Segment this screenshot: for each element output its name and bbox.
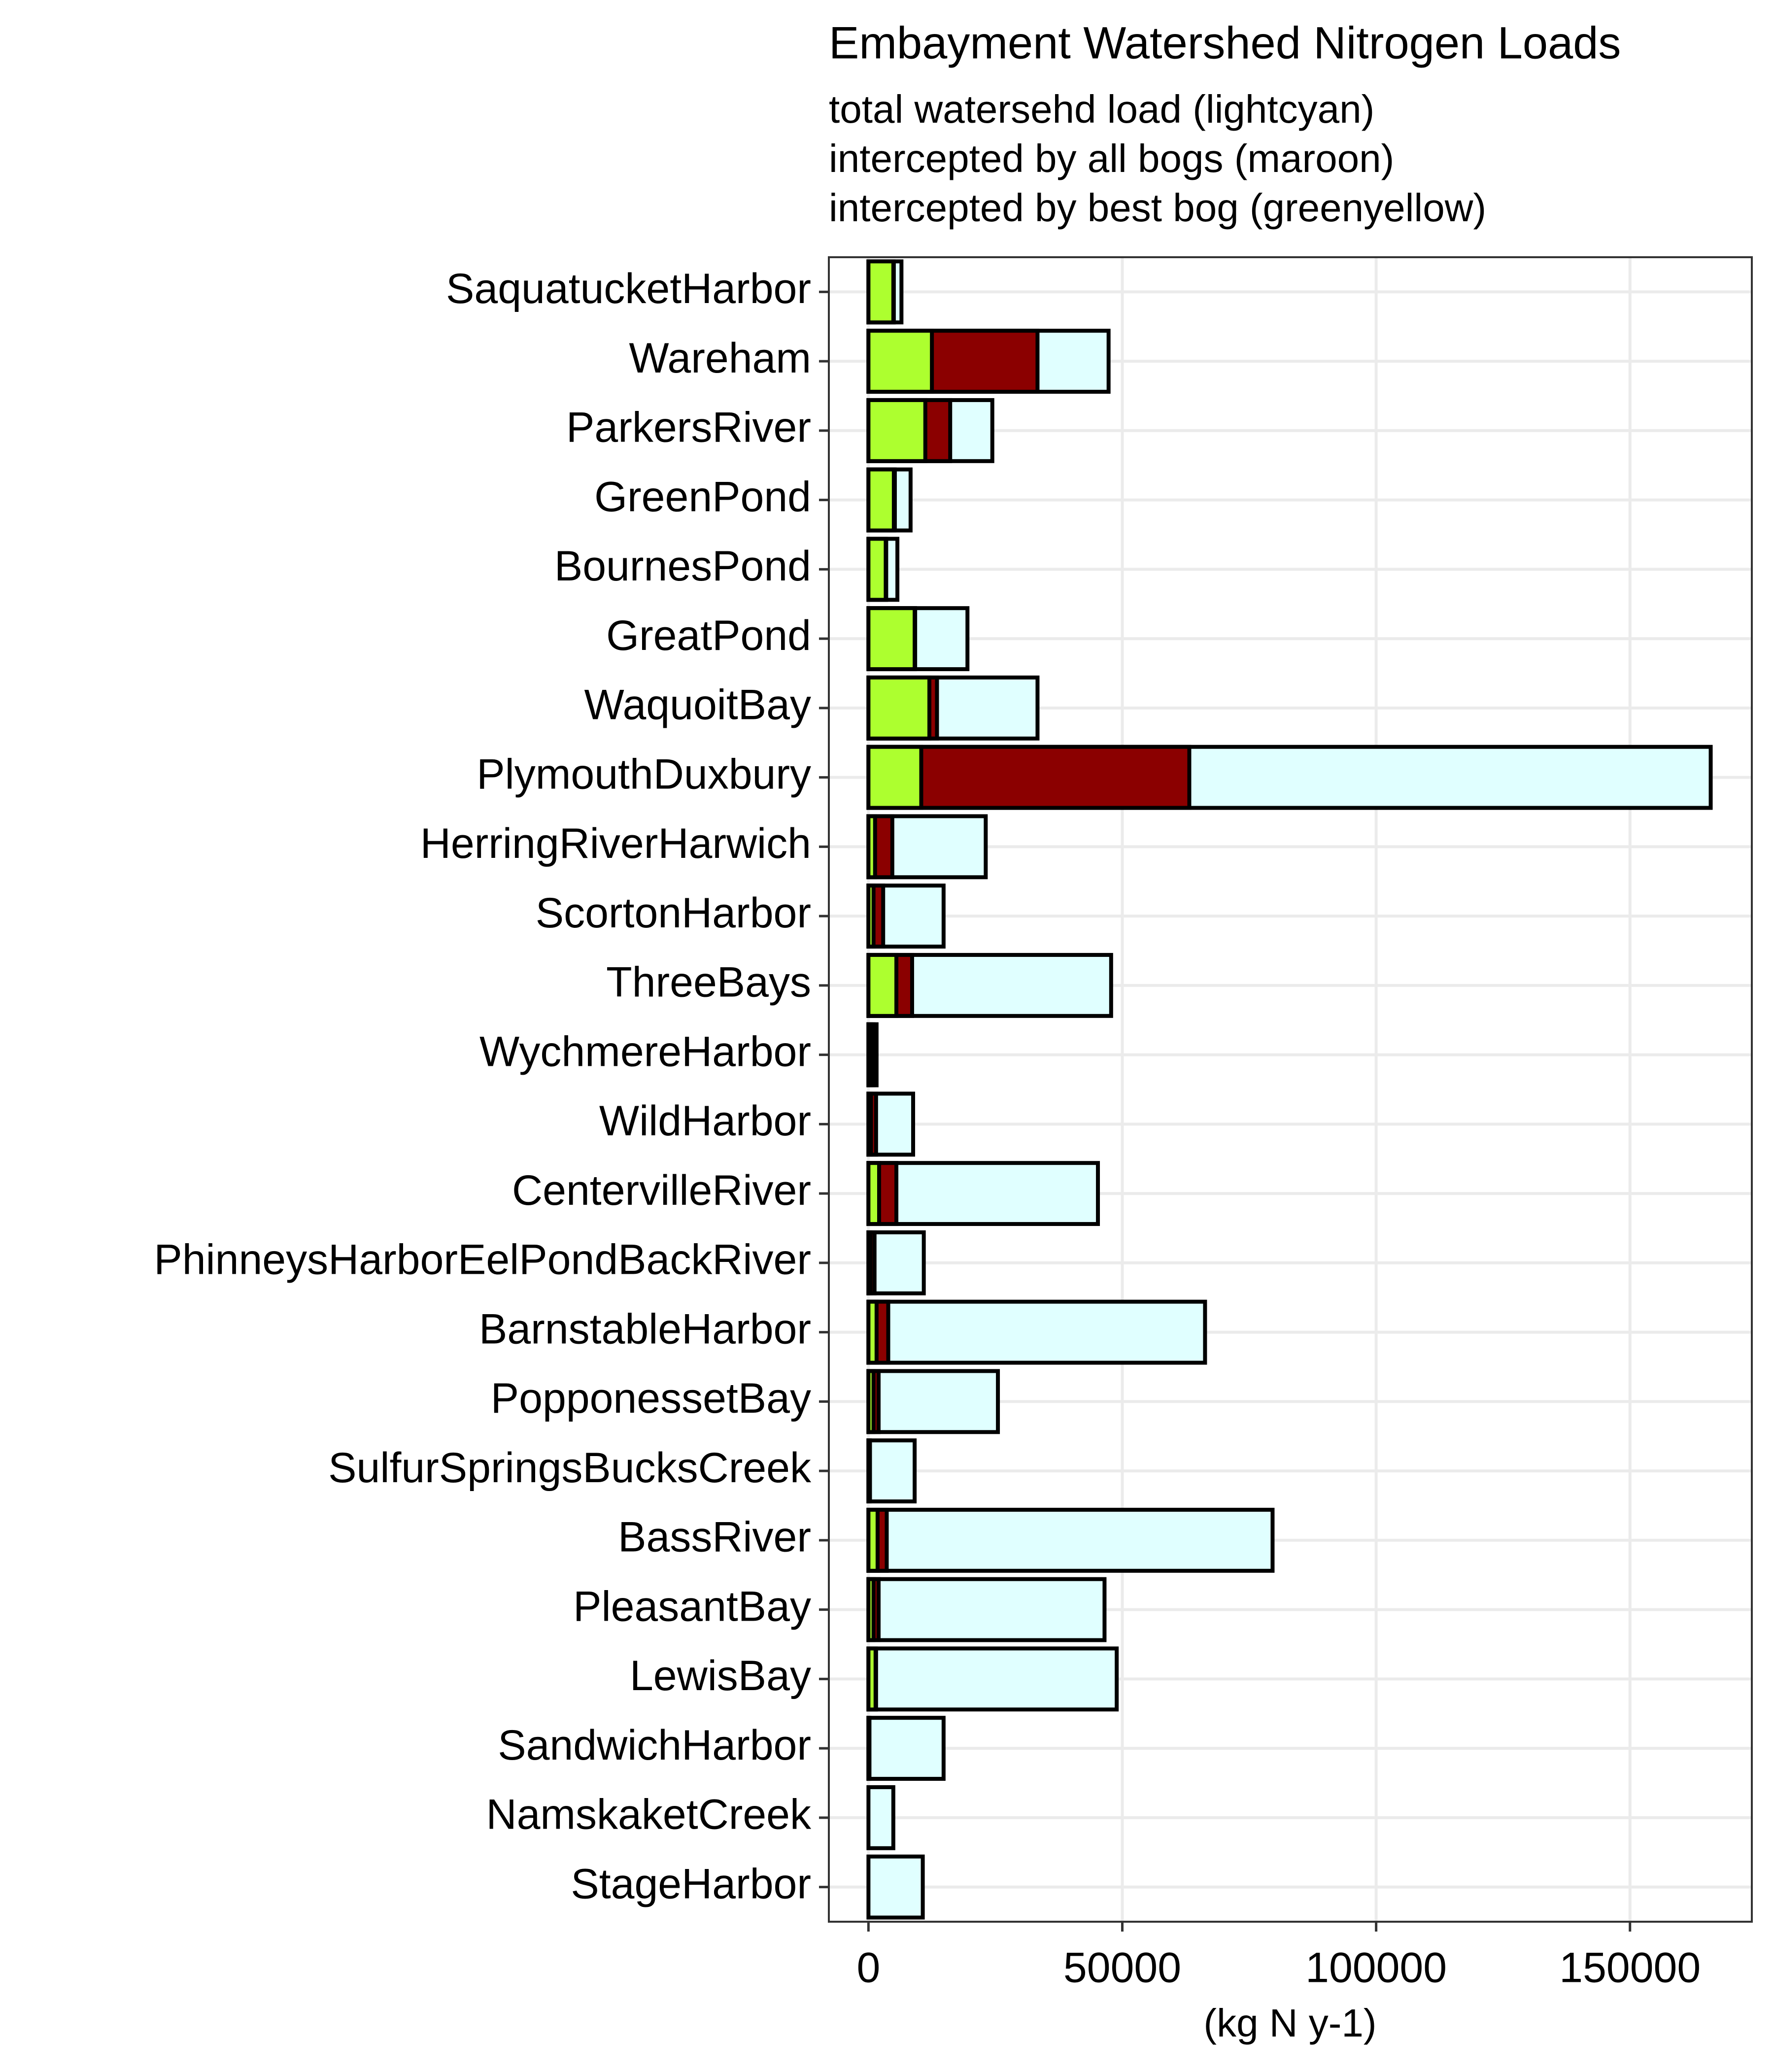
bar — [866, 1854, 925, 1920]
y-tick-label: SulfurSpringsBucksCreek — [328, 1444, 812, 1492]
y-tick-label: ParkersRiver — [566, 404, 811, 451]
bar — [866, 1161, 881, 1226]
y-tick-label: WildHarbor — [599, 1097, 811, 1145]
bar — [866, 537, 888, 602]
x-tick-label: 150000 — [1559, 1944, 1701, 1992]
y-tick-label: SandwichHarbor — [498, 1722, 811, 1769]
y-tick-label: StageHarbor — [571, 1860, 811, 1907]
bar — [866, 952, 899, 1018]
y-tick-label: NamskaketCreek — [486, 1791, 812, 1838]
bar — [866, 1646, 878, 1712]
bar — [866, 814, 877, 880]
subtitle: total watersehd load (lightcyan) — [829, 87, 1374, 131]
bar — [866, 1369, 876, 1434]
bar — [866, 1161, 1100, 1226]
bar — [866, 1716, 871, 1781]
chart-title: Embayment Watershed Nitrogen Loads — [829, 18, 1621, 68]
x-tick-label: 50000 — [1063, 1944, 1181, 1992]
bar — [866, 1369, 1000, 1434]
bar — [866, 467, 896, 533]
x-axis-label: (kg N y-1) — [1203, 2001, 1376, 2045]
y-tick-label: PlymouthDuxbury — [477, 750, 811, 798]
bar — [866, 1646, 1119, 1712]
y-tick-label: GreenPond — [594, 473, 811, 520]
bar — [866, 398, 927, 463]
bar — [866, 1091, 873, 1157]
bar — [866, 1230, 873, 1295]
plot-border — [828, 256, 1753, 1923]
bar — [866, 1577, 1107, 1642]
bar — [866, 259, 895, 325]
subtitle: intercepted by best bog (greenyellow) — [829, 186, 1486, 230]
x-tick-label: 100000 — [1305, 1944, 1447, 1992]
bar — [866, 745, 923, 810]
bar — [866, 1438, 872, 1504]
y-tick-label: ThreeBays — [606, 959, 811, 1006]
y-tick-label: GreatPond — [606, 612, 811, 659]
bar — [866, 675, 931, 741]
y-tick-label: BassRiver — [618, 1514, 811, 1561]
y-tick-label: SaquatucketHarbor — [446, 265, 811, 312]
y-tick-label: BarnstableHarbor — [479, 1305, 811, 1353]
x-tick-label: 0 — [856, 1944, 880, 1992]
bar — [866, 606, 917, 672]
bar — [866, 1716, 946, 1781]
y-tick-label: WychmereHarbor — [479, 1028, 811, 1075]
y-tick-label: BournesPond — [554, 543, 811, 590]
subtitle: intercepted by all bogs (maroon) — [829, 136, 1394, 180]
y-tick-label: PleasantBay — [573, 1583, 811, 1630]
bar — [866, 883, 876, 949]
y-tick-label: HerringRiverHarwich — [420, 820, 811, 867]
y-tick-label: CentervilleRiver — [512, 1167, 811, 1214]
bar — [866, 1507, 1275, 1573]
bar — [866, 1022, 873, 1087]
bar — [866, 1577, 876, 1642]
y-tick-label: PhinneysHarborEelPondBackRiver — [154, 1236, 811, 1284]
bar — [866, 1299, 1207, 1365]
y-tick-label: PopponessetBay — [491, 1375, 811, 1422]
bar — [866, 1299, 879, 1365]
bar — [866, 1230, 926, 1295]
bar — [866, 1507, 880, 1573]
y-tick-label: WaquoitBay — [584, 681, 812, 729]
bar — [866, 1785, 895, 1850]
bar — [866, 1438, 917, 1504]
y-tick-label: LewisBay — [630, 1652, 811, 1699]
bar — [866, 329, 934, 394]
y-tick-label: Wareham — [629, 335, 811, 382]
y-tick-label: ScortonHarbor — [536, 889, 811, 937]
